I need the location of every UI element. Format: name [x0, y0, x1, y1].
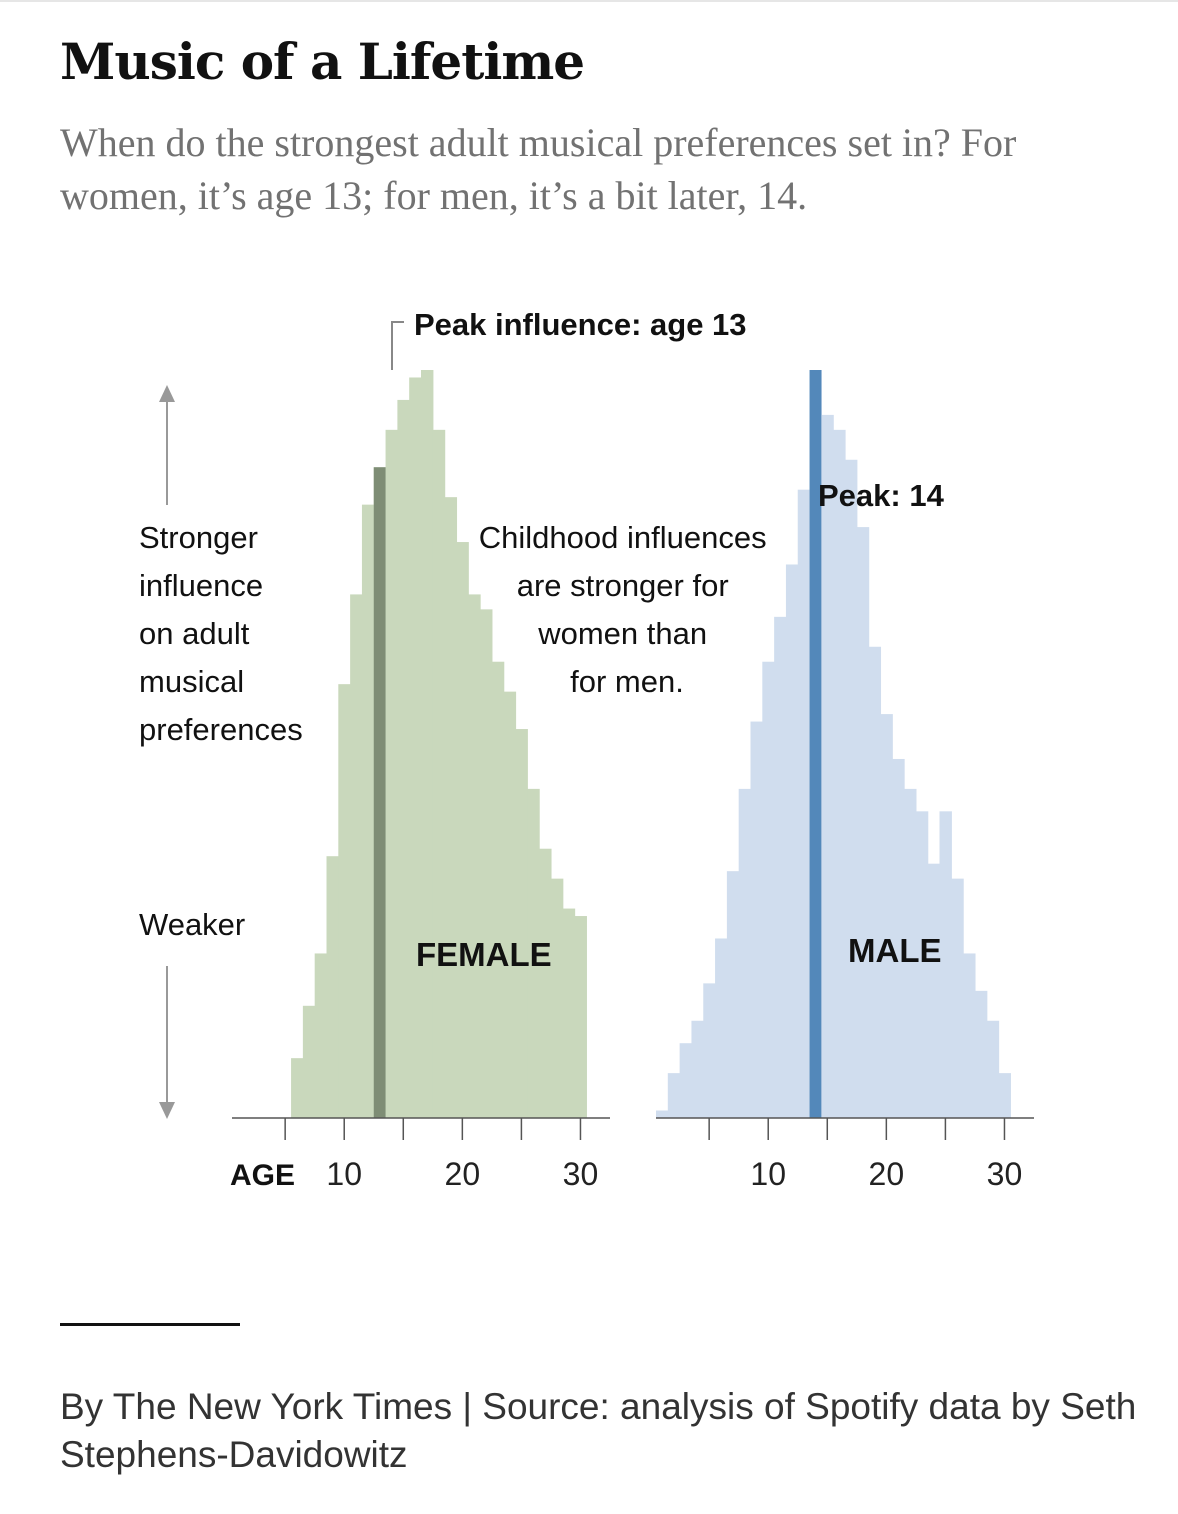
top-rule [0, 0, 1178, 2]
male-tick-label-30: 30 [987, 1156, 1023, 1192]
x-axis-label: AGE [230, 1159, 295, 1192]
female-bar-age-8 [314, 953, 328, 1118]
male-bar-age-26 [951, 878, 964, 1118]
female-bar-age-15 [397, 399, 410, 1118]
female-bar-age-19 [444, 497, 458, 1118]
female-bar-age-26 [527, 788, 540, 1118]
male-bar-age-8 [738, 788, 752, 1118]
male-bar-age-11 [774, 616, 787, 1118]
female-bar-age-10 [338, 684, 351, 1118]
chart-subtitle: When do the strongest adult musical pref… [60, 120, 1017, 218]
age-axes: 10 20 30 10 20 30 [232, 1117, 1034, 1192]
male-bar-age-29 [986, 1020, 1000, 1118]
female-peak-label: Peak influence: age 13 [414, 307, 747, 342]
female-bar-age-16 [409, 377, 422, 1119]
footer-divider [60, 1323, 240, 1326]
male-bars [656, 370, 1011, 1119]
male-bar-age-25 [939, 811, 952, 1118]
female-bar-age-22 [480, 609, 493, 1118]
strength-arrow-up [159, 385, 175, 505]
male-tick-label-20: 20 [869, 1156, 905, 1192]
strength-arrow-down [159, 966, 175, 1119]
male-bar-age-6 [715, 938, 728, 1118]
male-bar-age-27 [963, 953, 976, 1118]
male-peak-bar [809, 370, 822, 1118]
female-bar-age-14 [385, 429, 398, 1119]
male-bar-age-24 [927, 863, 941, 1118]
male-bar-age-15 [821, 414, 834, 1118]
male-bar-age-16 [833, 429, 846, 1119]
male-bar-age-19 [868, 646, 882, 1118]
female-tick-label-20: 20 [445, 1156, 481, 1192]
female-bar-age-29 [562, 908, 576, 1118]
source-credit: By The New York Times | Source: analysis… [60, 1386, 1137, 1475]
female-bar-age-25 [515, 729, 528, 1118]
male-bar-age-13 [797, 489, 811, 1118]
male-peak-label: Peak: 14 [818, 478, 945, 513]
male-bar-age-21 [892, 758, 905, 1118]
male-bar-age-4 [691, 1020, 704, 1118]
female-bar-age-27 [539, 848, 552, 1118]
female-bar-age-18 [432, 429, 446, 1119]
male-tick-label-10: 10 [750, 1156, 786, 1192]
male-bar-age-3 [679, 1043, 693, 1118]
male-bar-age-28 [974, 990, 988, 1118]
male-bar-age-1 [656, 1110, 669, 1118]
male-bar-age-7 [726, 871, 740, 1118]
male-bar-age-17 [845, 459, 858, 1118]
female-bar-age-20 [456, 542, 469, 1118]
female-bar-age-17 [421, 370, 434, 1118]
weaker-annotation: Weaker [139, 907, 245, 942]
male-series-label: MALE [848, 932, 942, 969]
female-bar-age-6 [291, 1058, 304, 1118]
male-bar-age-23 [915, 811, 929, 1118]
female-tick-label-30: 30 [563, 1156, 599, 1192]
male-bar-age-9 [750, 721, 763, 1118]
female-peak-leader [391, 321, 404, 370]
female-series-label: FEMALE [416, 936, 552, 973]
chart-title: Music of a Lifetime [60, 32, 585, 91]
female-bar-age-9 [326, 856, 339, 1118]
female-bar-age-23 [491, 661, 505, 1118]
female-tick-label-10: 10 [326, 1156, 362, 1192]
male-bar-age-10 [762, 661, 775, 1118]
female-bar-age-28 [550, 878, 564, 1118]
male-bar-age-12 [785, 564, 799, 1118]
female-bar-age-24 [503, 691, 517, 1118]
female-peak-bar [373, 467, 386, 1118]
female-bar-age-11 [350, 594, 363, 1118]
male-bar-age-5 [703, 983, 716, 1118]
female-bars [291, 370, 587, 1119]
female-bar-age-12 [361, 504, 375, 1118]
female-bar-age-7 [302, 1005, 316, 1118]
stronger-annotation: Stronger influence on adult musical pref… [139, 520, 303, 747]
female-bar-age-30 [574, 916, 587, 1118]
chart: 10 20 30 10 20 30 Peak influence: age 13 Peak… [139, 307, 1034, 1192]
male-bar-age-30 [998, 1073, 1011, 1118]
comparison-note: Childhood influences are stronger for wo… [479, 520, 775, 699]
female-bar-age-21 [468, 594, 481, 1118]
male-bar-age-20 [880, 714, 893, 1118]
male-bar-age-2 [667, 1073, 681, 1118]
male-bar-age-18 [856, 527, 870, 1118]
male-bar-age-22 [904, 788, 917, 1118]
